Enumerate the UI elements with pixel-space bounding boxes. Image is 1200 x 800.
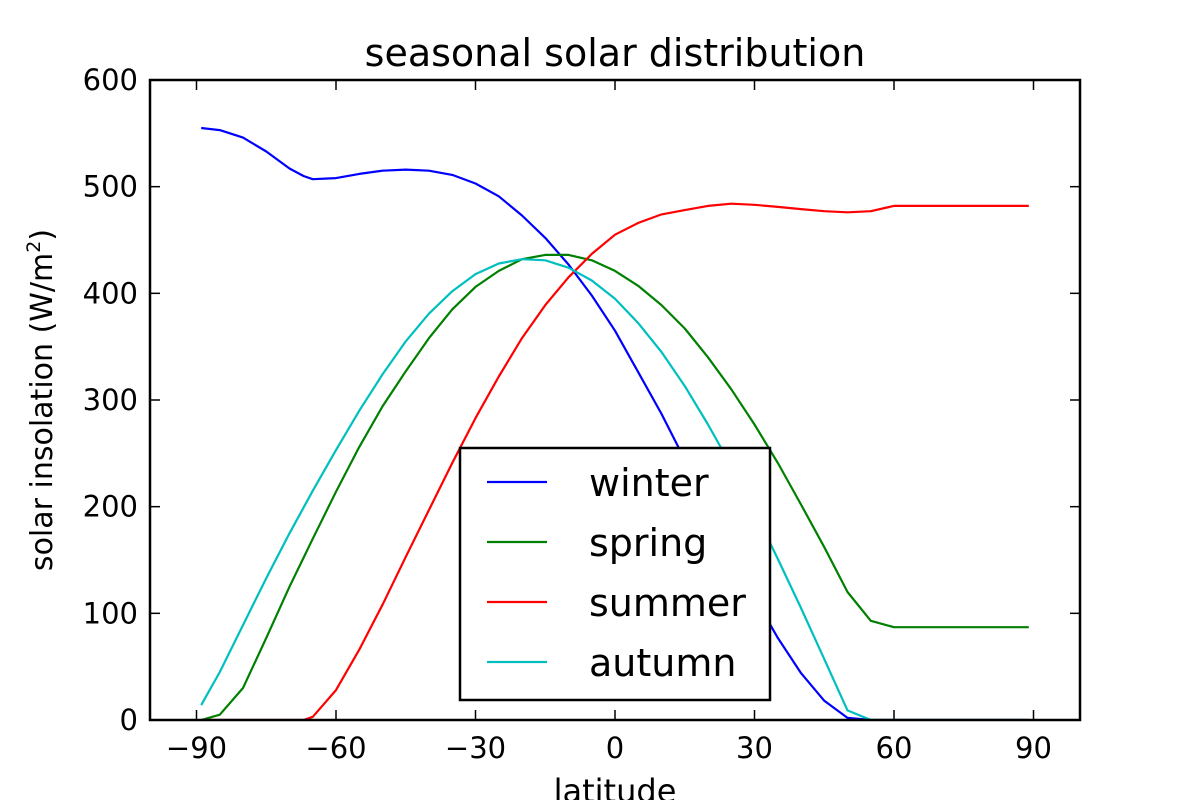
y-axis: 0 100 200 300 400 500 600 bbox=[83, 63, 1080, 737]
y-axis-label-text: solar insolation (W/m bbox=[25, 253, 60, 571]
y-tick-label: 100 bbox=[83, 596, 138, 630]
series-layer bbox=[200, 126, 1029, 720]
series-line-spring bbox=[200, 253, 1029, 720]
y-axis-label-close: ) bbox=[25, 229, 60, 241]
y-tick-label: 400 bbox=[83, 276, 138, 310]
y-tick-label: 600 bbox=[83, 63, 138, 97]
series-line-winter bbox=[201, 126, 1029, 720]
series-line-summer bbox=[201, 202, 1029, 720]
y-tick-label: 0 bbox=[120, 703, 138, 737]
x-tick-label: 60 bbox=[876, 731, 913, 765]
x-tick-label: −30 bbox=[445, 731, 506, 765]
legend-frame bbox=[458, 446, 772, 702]
x-tick-label: −60 bbox=[305, 731, 366, 765]
x-tick-label: −90 bbox=[166, 731, 227, 765]
legend-label-winter: winter bbox=[589, 461, 709, 505]
y-tick-label: 200 bbox=[83, 490, 138, 524]
legend-label-summer: summer bbox=[589, 581, 746, 625]
x-tick-label: 30 bbox=[736, 731, 773, 765]
y-axis-label-superscript: 2 bbox=[23, 241, 45, 253]
legend-label-autumn: autumn bbox=[589, 641, 736, 685]
x-axis: −90 −60 −30 0 30 60 90 bbox=[166, 80, 1052, 765]
x-tick-label: 0 bbox=[606, 731, 624, 765]
chart-title: seasonal solar distribution bbox=[365, 31, 866, 75]
x-tick-label: 90 bbox=[1015, 731, 1052, 765]
y-tick-label: 300 bbox=[83, 383, 138, 417]
x-axis-label: latitude bbox=[554, 772, 677, 800]
legend-label-spring: spring bbox=[589, 521, 707, 565]
series-line-autumn bbox=[200, 258, 1029, 720]
legend: winter spring summer autumn bbox=[458, 446, 772, 702]
y-axis-label: solar insolation (W/m2) bbox=[23, 229, 60, 571]
y-tick-label: 500 bbox=[83, 170, 138, 204]
